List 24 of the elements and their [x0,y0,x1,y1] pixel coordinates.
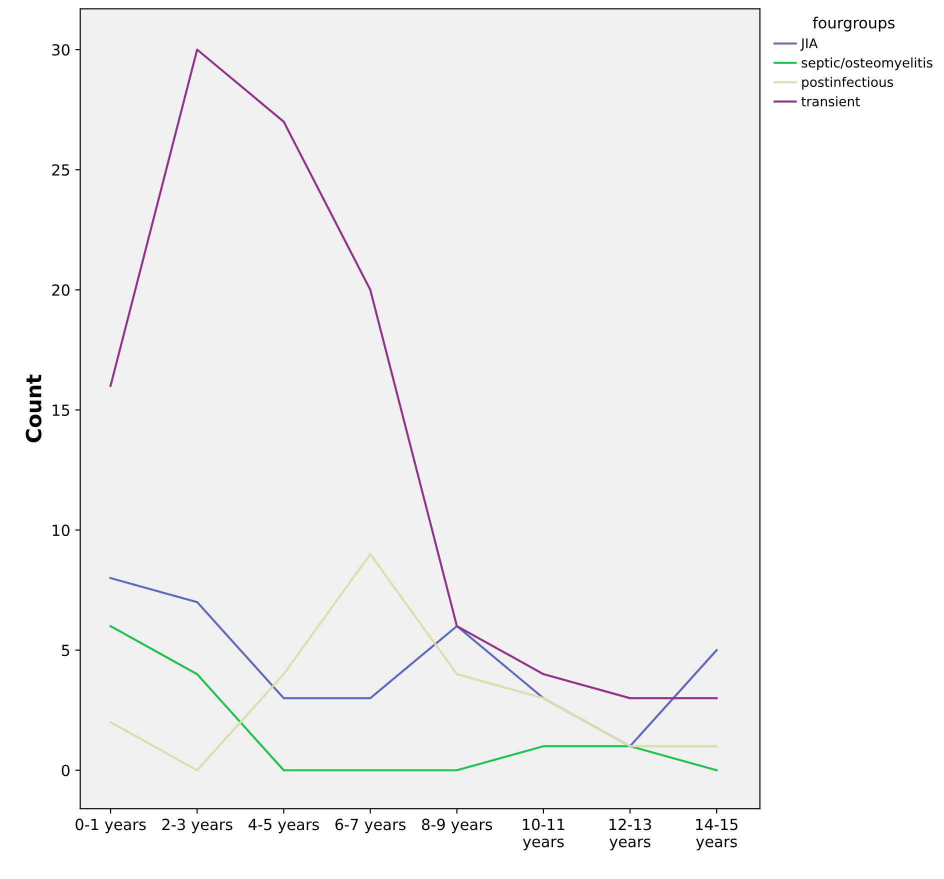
legend-label: septic/osteomyelitis [802,57,932,70]
legend-title: fourgroups [812,16,894,32]
y-tick-label: 30 [52,44,70,56]
line-series [110,553,718,772]
x-tick-label: 4-5 years [248,818,319,834]
y-axis-title: Count [26,374,42,442]
x-tick-label: 8-9 years [422,818,492,834]
x-tick-label: 10-11 years [522,818,564,850]
line-series [110,48,718,700]
x-tick-label: 0-1 years [76,818,146,834]
x-tick-label: 2-3 years [162,818,232,834]
legend-label: JIA [800,38,818,51]
y-tick-label: 5 [62,644,70,656]
x-tick-label: 14-15 years [696,818,738,850]
x-tick-label: 6-7 years [335,818,406,834]
y-tick-label: 10 [52,524,70,536]
legend-label: postinfectious [802,76,894,90]
x-tick-label: 12-13 years [609,818,652,850]
line-series [110,625,718,772]
y-tick-label: 15 [52,404,70,416]
legend-label: transient [801,96,860,106]
y-tick-label: 20 [52,284,70,296]
y-tick-label: 25 [52,164,70,176]
y-tick-label: 0 [62,764,70,776]
